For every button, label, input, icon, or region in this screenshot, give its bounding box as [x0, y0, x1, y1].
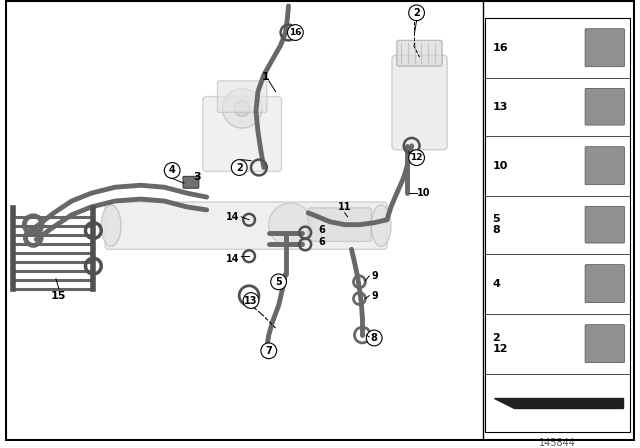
- FancyBboxPatch shape: [585, 325, 625, 362]
- FancyBboxPatch shape: [585, 206, 625, 243]
- FancyBboxPatch shape: [105, 202, 387, 249]
- Polygon shape: [495, 398, 623, 408]
- Text: 2: 2: [236, 163, 243, 172]
- Circle shape: [243, 293, 259, 308]
- Text: 4: 4: [169, 165, 175, 176]
- Text: 6: 6: [318, 224, 324, 235]
- Text: 2
12: 2 12: [492, 333, 508, 354]
- Circle shape: [409, 150, 424, 166]
- Text: 16: 16: [492, 43, 508, 53]
- Text: 5
8: 5 8: [492, 214, 500, 236]
- Text: 13: 13: [492, 102, 508, 112]
- Text: 1: 1: [262, 72, 269, 82]
- Circle shape: [366, 330, 382, 346]
- FancyBboxPatch shape: [308, 208, 371, 241]
- Text: 9: 9: [371, 271, 378, 281]
- Circle shape: [409, 5, 424, 21]
- Text: 8: 8: [371, 333, 378, 343]
- Ellipse shape: [371, 205, 391, 246]
- Text: 13: 13: [244, 296, 258, 306]
- Text: 145844: 145844: [539, 439, 576, 448]
- FancyBboxPatch shape: [183, 177, 199, 188]
- FancyBboxPatch shape: [585, 265, 625, 303]
- Circle shape: [223, 89, 262, 128]
- Bar: [484, 18, 630, 431]
- Circle shape: [234, 100, 250, 116]
- Text: 4: 4: [492, 279, 500, 289]
- Text: 5: 5: [275, 277, 282, 287]
- FancyBboxPatch shape: [585, 88, 625, 125]
- Text: 16: 16: [289, 28, 301, 37]
- FancyBboxPatch shape: [203, 97, 282, 172]
- Text: 7: 7: [266, 346, 272, 356]
- Text: 2: 2: [413, 8, 420, 18]
- Circle shape: [287, 25, 303, 40]
- FancyBboxPatch shape: [392, 55, 447, 150]
- Circle shape: [269, 203, 312, 246]
- FancyBboxPatch shape: [397, 40, 442, 66]
- FancyBboxPatch shape: [585, 146, 625, 185]
- FancyBboxPatch shape: [585, 29, 625, 67]
- Text: 6: 6: [318, 237, 324, 247]
- Circle shape: [231, 159, 247, 176]
- Text: 3: 3: [193, 172, 200, 182]
- FancyBboxPatch shape: [218, 81, 267, 112]
- Text: 11: 11: [338, 202, 351, 212]
- Circle shape: [271, 274, 287, 290]
- Text: 12: 12: [410, 153, 423, 162]
- Text: 14: 14: [226, 254, 239, 264]
- Text: 14: 14: [226, 212, 239, 222]
- Ellipse shape: [101, 205, 121, 246]
- Text: 10: 10: [417, 188, 430, 198]
- Circle shape: [164, 163, 180, 178]
- Text: 15: 15: [51, 291, 67, 301]
- Text: 9: 9: [371, 291, 378, 301]
- Circle shape: [261, 343, 276, 359]
- Text: 10: 10: [492, 161, 508, 171]
